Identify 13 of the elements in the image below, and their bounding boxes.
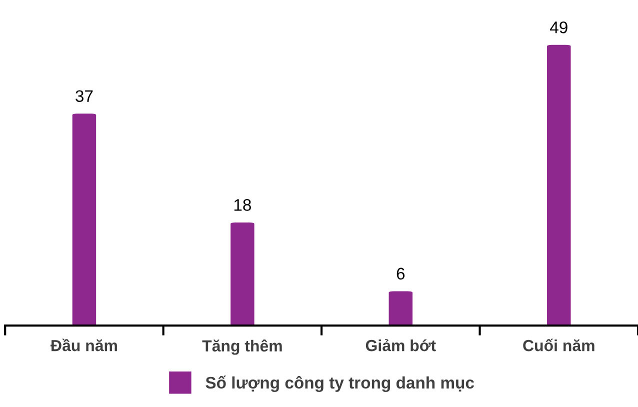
data-label: 6 bbox=[396, 268, 405, 280]
x-tick-label: Giảm bớt bbox=[366, 339, 436, 352]
legend-label: Số lượng công ty trong danh mục bbox=[206, 376, 474, 392]
bar bbox=[230, 222, 254, 326]
x-tick-label: Tăng thêm bbox=[202, 339, 282, 355]
x-tick-label: Đầu năm bbox=[50, 338, 117, 352]
data-label: 37 bbox=[76, 90, 93, 102]
x-tick-label: Cuối năm bbox=[523, 338, 594, 352]
bar bbox=[388, 291, 413, 326]
data-label: 18 bbox=[234, 199, 251, 211]
bar bbox=[547, 44, 571, 326]
bar bbox=[72, 114, 96, 326]
data-label: 49 bbox=[550, 21, 568, 34]
